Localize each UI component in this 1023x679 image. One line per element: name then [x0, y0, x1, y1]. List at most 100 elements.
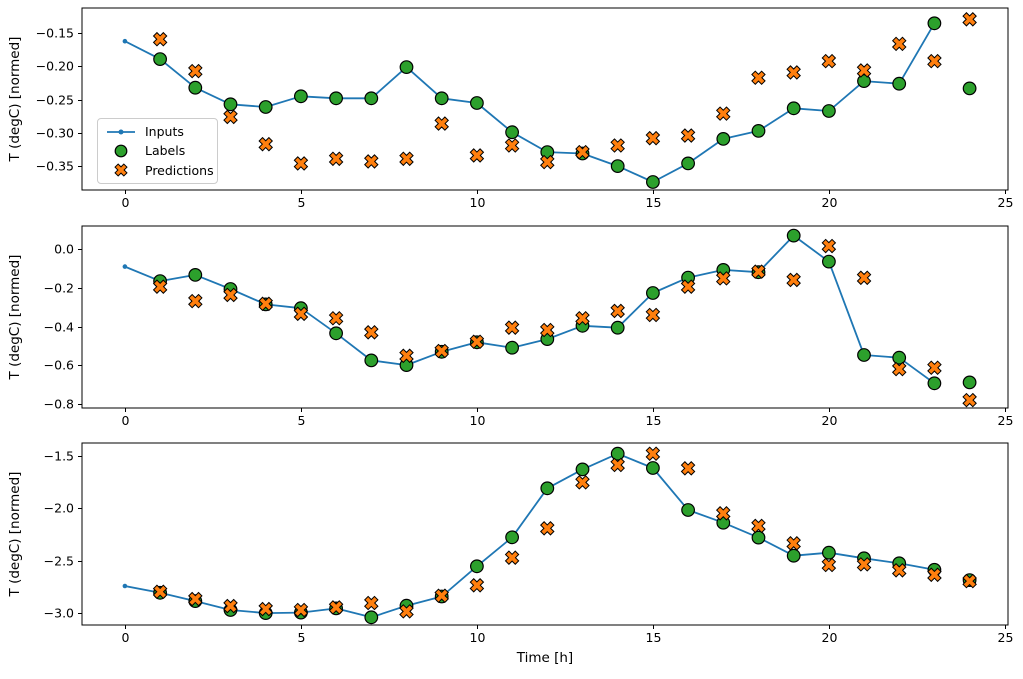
y-axis-label-bottom: T (degC) [normed]: [7, 471, 23, 597]
inputs-line: [124, 234, 935, 385]
label-point: [153, 52, 168, 66]
prediction-point: [962, 573, 977, 589]
y-tick-label: −0.30: [36, 126, 74, 141]
prediction-point: [786, 65, 801, 80]
prediction-point: [680, 279, 696, 294]
x-tick-label: 20: [822, 195, 838, 210]
label-point: [505, 125, 519, 140]
x-tick-label: 0: [122, 630, 130, 645]
y-tick-label: −0.8: [44, 397, 74, 412]
label-point: [786, 228, 801, 243]
prediction-point: [364, 154, 379, 169]
label-point: [364, 610, 379, 625]
line-dot-marker-icon: [106, 125, 136, 139]
prediction-point: [152, 584, 168, 600]
prediction-point: [821, 557, 837, 573]
prediction-point: [188, 591, 203, 607]
prediction-point: [434, 343, 449, 359]
label-point: [892, 76, 907, 91]
prediction-point: [152, 279, 168, 294]
prediction-point: [610, 303, 625, 319]
y-tick-label: −0.20: [36, 59, 74, 74]
label-point: [575, 462, 590, 477]
y-tick-label: −3.0: [44, 606, 74, 621]
x-axis-label: Time [h]: [516, 650, 574, 666]
prediction-point: [258, 136, 274, 152]
prediction-point: [891, 361, 907, 377]
label-point: [329, 91, 344, 106]
x-tick-label: 15: [646, 413, 662, 428]
label-point: [962, 375, 977, 390]
label-point: [610, 159, 625, 174]
y-tick-label: −2.5: [44, 554, 74, 569]
subplot-1: 0 5 10 15 20 25 0.0 −0.2 −0.4 −0.6 −0.8: [44, 225, 1013, 428]
prediction-point: [540, 521, 555, 536]
prediction-point: [680, 128, 696, 143]
y-tick-label: −0.6: [44, 358, 74, 373]
label-point: [364, 353, 379, 368]
label-point: [927, 16, 942, 31]
prediction-point: [962, 12, 977, 27]
label-point: [892, 350, 907, 365]
label-point: [610, 446, 625, 461]
prediction-point: [399, 151, 414, 167]
label-point: [505, 340, 519, 355]
label-point: [505, 530, 519, 545]
prediction-point: [891, 36, 907, 52]
prediction-point: [575, 310, 590, 326]
y-axis-label-middle: T (degC) [normed]: [7, 254, 23, 380]
prediction-point: [469, 334, 485, 350]
prediction-point: [152, 31, 168, 47]
prediction-point: [293, 306, 309, 322]
x-tick-label: 15: [646, 630, 662, 645]
label-point: [399, 60, 414, 74]
x-tick-label: 0: [122, 413, 130, 428]
prediction-point: [575, 475, 590, 490]
label-point: [470, 96, 484, 110]
x-tick-label: 5: [298, 413, 306, 428]
prediction-point: [891, 563, 907, 578]
prediction-point: [927, 53, 942, 69]
y-tick-label: −2.0: [44, 501, 74, 516]
label-point: [751, 123, 766, 138]
x-tick-label: 15: [646, 195, 662, 210]
prediction-point: [927, 567, 942, 583]
prediction-point: [786, 272, 801, 288]
label-point: [857, 348, 871, 362]
inputs-point: [122, 264, 128, 269]
prediction-point: [364, 325, 379, 340]
y-tick-label: 0.0: [54, 242, 74, 257]
label-point: [540, 481, 555, 496]
x-tick-label: 20: [822, 413, 838, 428]
label-point: [786, 548, 801, 563]
prediction-point: [223, 109, 238, 125]
x-tick-label: 20: [822, 630, 838, 645]
prediction-point: [328, 151, 344, 167]
label-point: [188, 268, 203, 282]
x-tick-label: 25: [998, 630, 1014, 645]
prediction-point: [293, 156, 309, 171]
subplot-2: 0 5 10 15 20 25 −1.5 −2.0 −2.5 −3.0: [44, 442, 1014, 645]
prediction-point: [188, 293, 203, 309]
prediction-point: [927, 360, 942, 376]
label-point: [364, 91, 379, 106]
prediction-point: [258, 296, 274, 312]
label-point: [822, 545, 836, 560]
label-point: [681, 156, 695, 171]
legend: Inputs Labels Predictions: [97, 118, 218, 184]
x-tick-label: 5: [298, 195, 306, 210]
prediction-point: [856, 557, 872, 572]
prediction-point: [504, 550, 520, 565]
prediction-point: [680, 461, 696, 476]
prediction-point: [434, 588, 449, 604]
prediction-point: [504, 320, 520, 335]
prediction-point: [399, 348, 414, 364]
prediction-point: [821, 53, 837, 69]
prediction-point: [715, 271, 731, 286]
prediction-point: [540, 154, 555, 170]
prediction-point: [223, 287, 238, 303]
inputs-point: [122, 38, 128, 44]
prediction-point: [293, 602, 309, 618]
prediction-point: [223, 598, 238, 614]
